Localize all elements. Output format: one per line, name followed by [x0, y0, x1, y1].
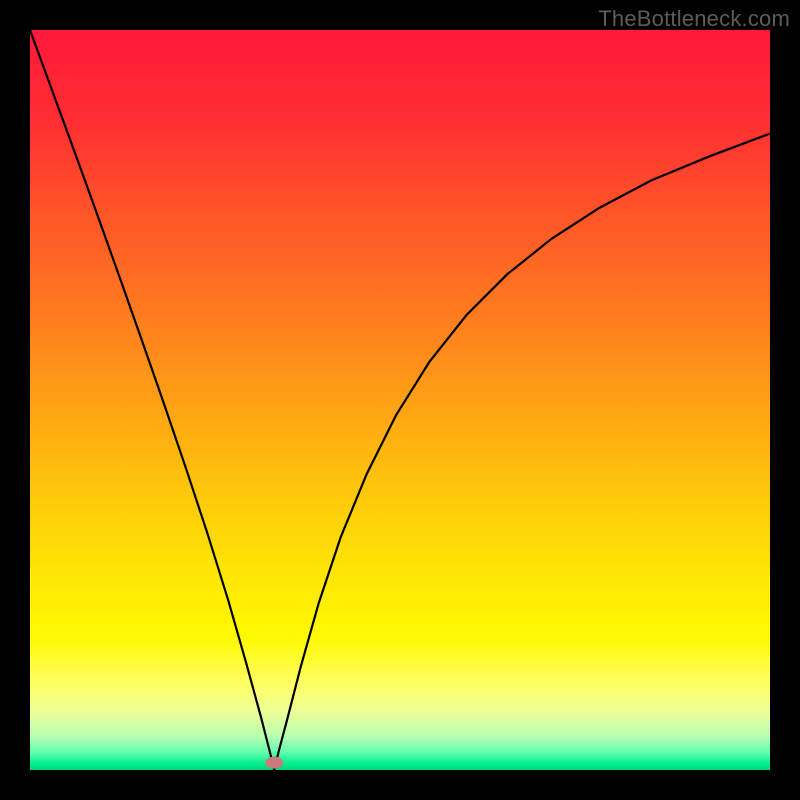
bottleneck-chart: [0, 0, 800, 800]
watermark-text: TheBottleneck.com: [598, 6, 790, 32]
chart-container: { "watermark": "TheBottleneck.com", "cha…: [0, 0, 800, 800]
vertex-marker: [265, 757, 283, 769]
plot-area: [30, 30, 770, 770]
